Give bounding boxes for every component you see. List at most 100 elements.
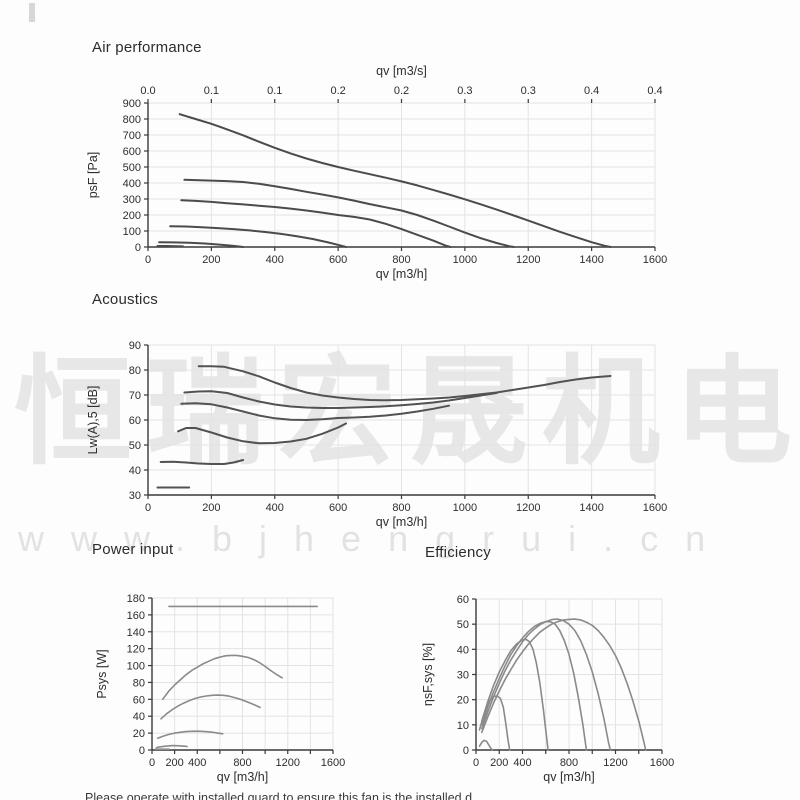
y-axis-title: Lw(A),5 [dB]	[86, 386, 100, 455]
efficiency-heading: Efficiency	[425, 544, 491, 561]
power-curve-3	[160, 694, 261, 720]
x-tick-label: 800	[233, 757, 251, 769]
y-tick-label: 0	[463, 745, 469, 757]
y-axis-title: psF [Pa]	[86, 152, 100, 199]
watermark-url-text: www.bjhengrui.cn	[18, 518, 733, 559]
air-curve-3	[180, 199, 452, 248]
power-curve-4	[156, 730, 224, 739]
acoustics-heading: Acoustics	[92, 291, 158, 308]
power-curve-2	[161, 654, 283, 701]
top-tick-label: 0.3	[521, 85, 536, 97]
x-axis-title: qv [m3/h]	[543, 770, 594, 784]
y-tick-label: 40	[133, 711, 145, 723]
air-curve-4	[169, 225, 347, 248]
top-tick-label: 0.4	[584, 85, 599, 97]
x-tick-label: 600	[329, 502, 347, 514]
x-tick-label: 200	[490, 757, 508, 769]
y-tick-label: 10	[457, 720, 469, 732]
y-tick-label: 800	[123, 114, 141, 126]
x-tick-label: 200	[202, 254, 220, 266]
y-axis-title: ηsF,sys [%]	[421, 643, 435, 706]
x-tick-label: 400	[188, 757, 206, 769]
x-tick-label: 400	[513, 757, 531, 769]
y-tick-label: 30	[457, 670, 469, 682]
top-axis-title: qv [m3/s]	[376, 64, 427, 78]
acoustics-curve-1	[197, 365, 612, 402]
air-performance-chart: 0 200 400 600 800 1000 1200 1400 1600 0 100 200 300 4…	[86, 64, 667, 281]
acoustics-curve-2	[183, 390, 498, 409]
top-tick-label: 0.2	[394, 85, 409, 97]
efficiency-curve-2	[481, 618, 612, 751]
x-tick-label: 0	[145, 254, 151, 266]
x-tick-label: 0	[145, 502, 151, 514]
power-input-chart: 0 200 400 800 1200 1600 0 20 40 60 80 100 120 140 160 1…	[95, 593, 345, 784]
x-tick-label: 1200	[516, 254, 540, 266]
top-tick-label: 0.0	[140, 85, 155, 97]
y-tick-label: 180	[127, 593, 145, 605]
y-tick-label: 40	[129, 465, 141, 477]
top-tick-label: 0.1	[267, 85, 282, 97]
y-tick-label: 20	[457, 695, 469, 707]
y-tick-label: 400	[123, 178, 141, 190]
y-tick-label: 30	[129, 490, 141, 502]
x-axis-title: qv [m3/h]	[217, 770, 268, 784]
x-tick-label: 800	[392, 502, 410, 514]
top-tick-label: 0.1	[204, 85, 219, 97]
acoustics-curve-4	[177, 422, 347, 445]
efficiency-curve-6	[478, 739, 494, 751]
x-axis-title: qv [m3/h]	[376, 267, 427, 281]
y-tick-label: 50	[457, 619, 469, 631]
air-curve-1	[178, 113, 612, 248]
truncated-footnote-text: Please operate with installed guard to e…	[85, 791, 473, 800]
efficiency-curve-1	[481, 618, 647, 751]
x-tick-label: 1200	[276, 757, 300, 769]
x-axis-title: qv [m3/h]	[376, 515, 427, 529]
top-tick-label: 0.3	[457, 85, 472, 97]
y-tick-label: 80	[133, 677, 145, 689]
x-tick-label: 600	[329, 254, 347, 266]
y-tick-label: 0	[139, 745, 145, 757]
top-tick-label: 0.2	[330, 85, 345, 97]
y-tick-label: 0	[135, 242, 141, 254]
y-tick-label: 300	[123, 194, 141, 206]
acoustics-curve-5	[159, 459, 245, 465]
x-tick-label: 1600	[643, 502, 667, 514]
acoustics-curve-3	[180, 402, 450, 421]
x-tick-label: 200	[202, 502, 220, 514]
y-tick-label: 20	[133, 728, 145, 740]
y-axis-title: Psys [W]	[95, 649, 109, 698]
y-tick-label: 60	[133, 694, 145, 706]
x-tick-label: 800	[392, 254, 410, 266]
watermark-fragment	[29, 3, 35, 22]
y-tick-label: 700	[123, 130, 141, 142]
power-curve-5	[155, 744, 188, 749]
y-tick-label: 70	[129, 390, 141, 402]
y-tick-label: 90	[129, 340, 141, 352]
y-tick-label: 120	[127, 644, 145, 656]
y-tick-label: 140	[127, 627, 145, 639]
efficiency-curve-3	[481, 620, 588, 751]
y-tick-label: 500	[123, 162, 141, 174]
y-tick-label: 100	[127, 661, 145, 673]
efficiency-curve-4	[481, 638, 549, 751]
y-tick-label: 100	[123, 226, 141, 238]
x-tick-label: 1600	[643, 254, 667, 266]
x-tick-label: 0	[473, 757, 479, 769]
y-tick-label: 60	[457, 594, 469, 606]
x-tick-label: 1400	[579, 254, 603, 266]
y-tick-label: 80	[129, 365, 141, 377]
x-tick-label: 1200	[603, 757, 627, 769]
air-performance-heading: Air performance	[92, 39, 202, 56]
x-tick-label: 1600	[650, 757, 674, 769]
x-tick-label: 0	[149, 757, 155, 769]
y-tick-label: 40	[457, 644, 469, 656]
y-tick-label: 200	[123, 210, 141, 222]
x-tick-label: 1400	[579, 502, 603, 514]
y-tick-label: 60	[129, 415, 141, 427]
x-tick-label: 1000	[453, 502, 477, 514]
x-tick-label: 1000	[453, 254, 477, 266]
x-tick-label: 1200	[516, 502, 540, 514]
y-tick-label: 50	[129, 440, 141, 452]
efficiency-curve-5	[478, 695, 511, 751]
